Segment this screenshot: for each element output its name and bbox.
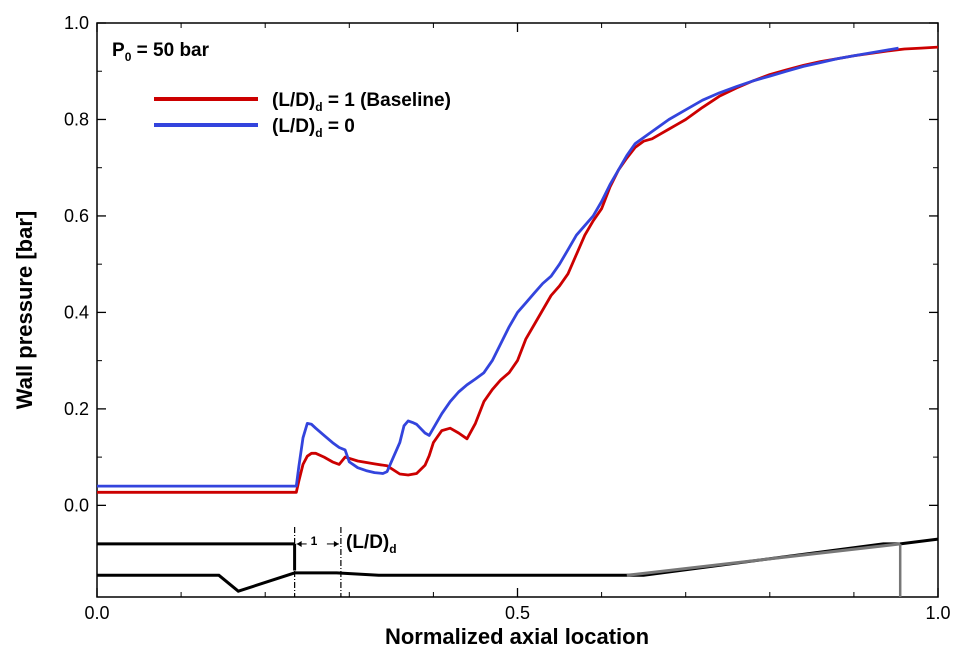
x-tick-label: 1.0 (925, 603, 950, 623)
sketch-arrowhead-right (333, 540, 339, 547)
y-tick-label: 0.4 (64, 302, 89, 322)
x-tick-label: 0.5 (505, 603, 530, 623)
series-line-baseline (97, 45, 939, 494)
y-axis-ticks: 0.0 0.2 0.4 0.6 0.8 1.0 (64, 13, 938, 515)
sketch-dimension-text: 1 (311, 534, 318, 548)
y-tick-label: 1.0 (64, 13, 89, 33)
legend: (L/D)d = 1 (Baseline) (L/D)d = 0 (154, 90, 451, 140)
sketch-arrowhead-left (296, 540, 302, 547)
legend-label-baseline: (L/D)d = 1 (Baseline) (272, 90, 451, 114)
condition-label: P0 = 50 bar (112, 40, 210, 64)
y-tick-label: 0.2 (64, 399, 89, 419)
sketch-nozzle-wall (626, 542, 901, 577)
geometry-sketch (97, 527, 939, 597)
series-layer (97, 45, 939, 494)
series-line-ld0 (97, 46, 899, 488)
sketch-lower-wall (97, 537, 939, 593)
y-axis-title: Wall pressure [bar] (12, 211, 37, 409)
plot-frame (96, 22, 939, 598)
sketch-ld-label: (L/D)d (346, 532, 397, 556)
x-tick-label: 0.0 (84, 603, 109, 623)
y-tick-label: 0.6 (64, 206, 89, 226)
x-axis-title: Normalized axial location (385, 624, 649, 649)
y-tick-label: 0.8 (64, 109, 89, 129)
x-axis-ticks: 0.0 0.5 1.0 (84, 23, 951, 623)
legend-label-ld0: (L/D)d = 0 (272, 116, 355, 140)
y-tick-label: 0.0 (64, 495, 89, 515)
